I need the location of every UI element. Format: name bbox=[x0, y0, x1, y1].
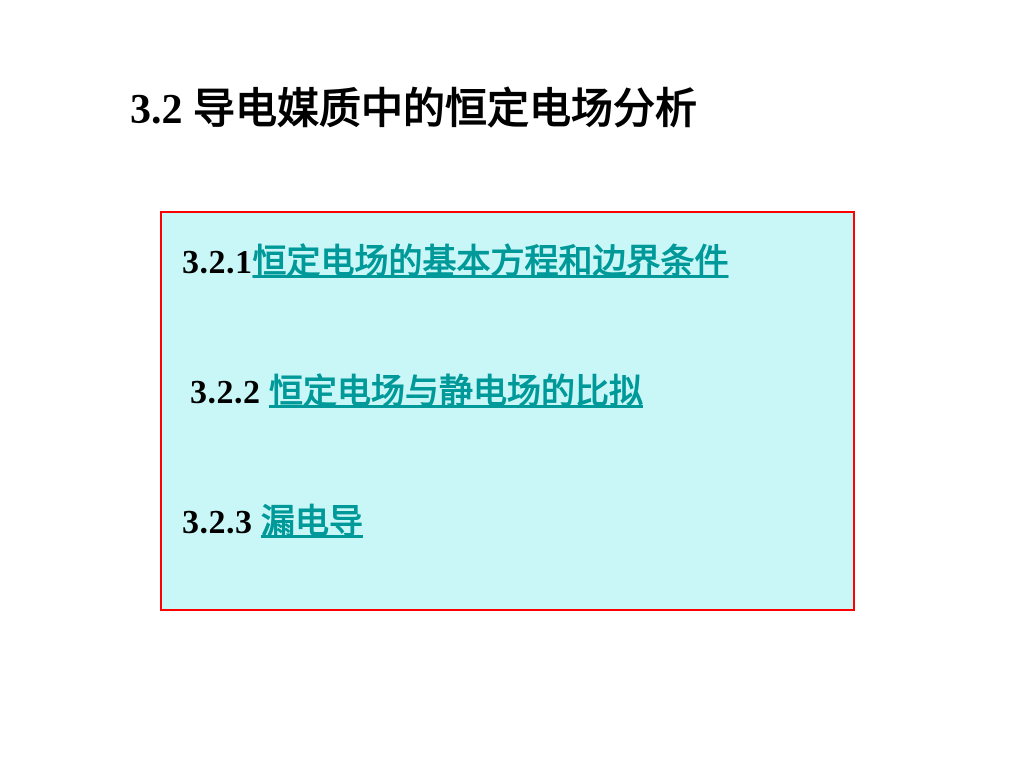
item-number-3: 3.2.3 bbox=[182, 504, 253, 541]
item-number-1: 3.2.1 bbox=[182, 244, 253, 281]
gap-3 bbox=[253, 504, 262, 541]
section-title: 3.2 导电媒质中的恒定电场分析 bbox=[130, 75, 697, 136]
content-box: 3.2.1恒定电场的基本方程和边界条件 3.2.2 恒定电场与静电场的比拟 3.… bbox=[160, 211, 855, 611]
toc-link-2[interactable]: 恒定电场与静电场的比拟 bbox=[269, 374, 643, 411]
toc-item-2: 3.2.2 恒定电场与静电场的比拟 bbox=[190, 371, 833, 415]
toc-link-1[interactable]: 恒定电场的基本方程和边界条件 bbox=[253, 244, 729, 281]
gap-2 bbox=[261, 374, 270, 411]
slide-container: 3.2 导电媒质中的恒定电场分析 3.2.1恒定电场的基本方程和边界条件 3.2… bbox=[0, 0, 1024, 768]
item-number-2: 3.2.2 bbox=[190, 374, 261, 411]
toc-link-3[interactable]: 漏电导 bbox=[261, 504, 363, 541]
toc-item-3: 3.2.3 漏电导 bbox=[182, 501, 833, 545]
toc-item-1: 3.2.1恒定电场的基本方程和边界条件 bbox=[182, 241, 833, 285]
